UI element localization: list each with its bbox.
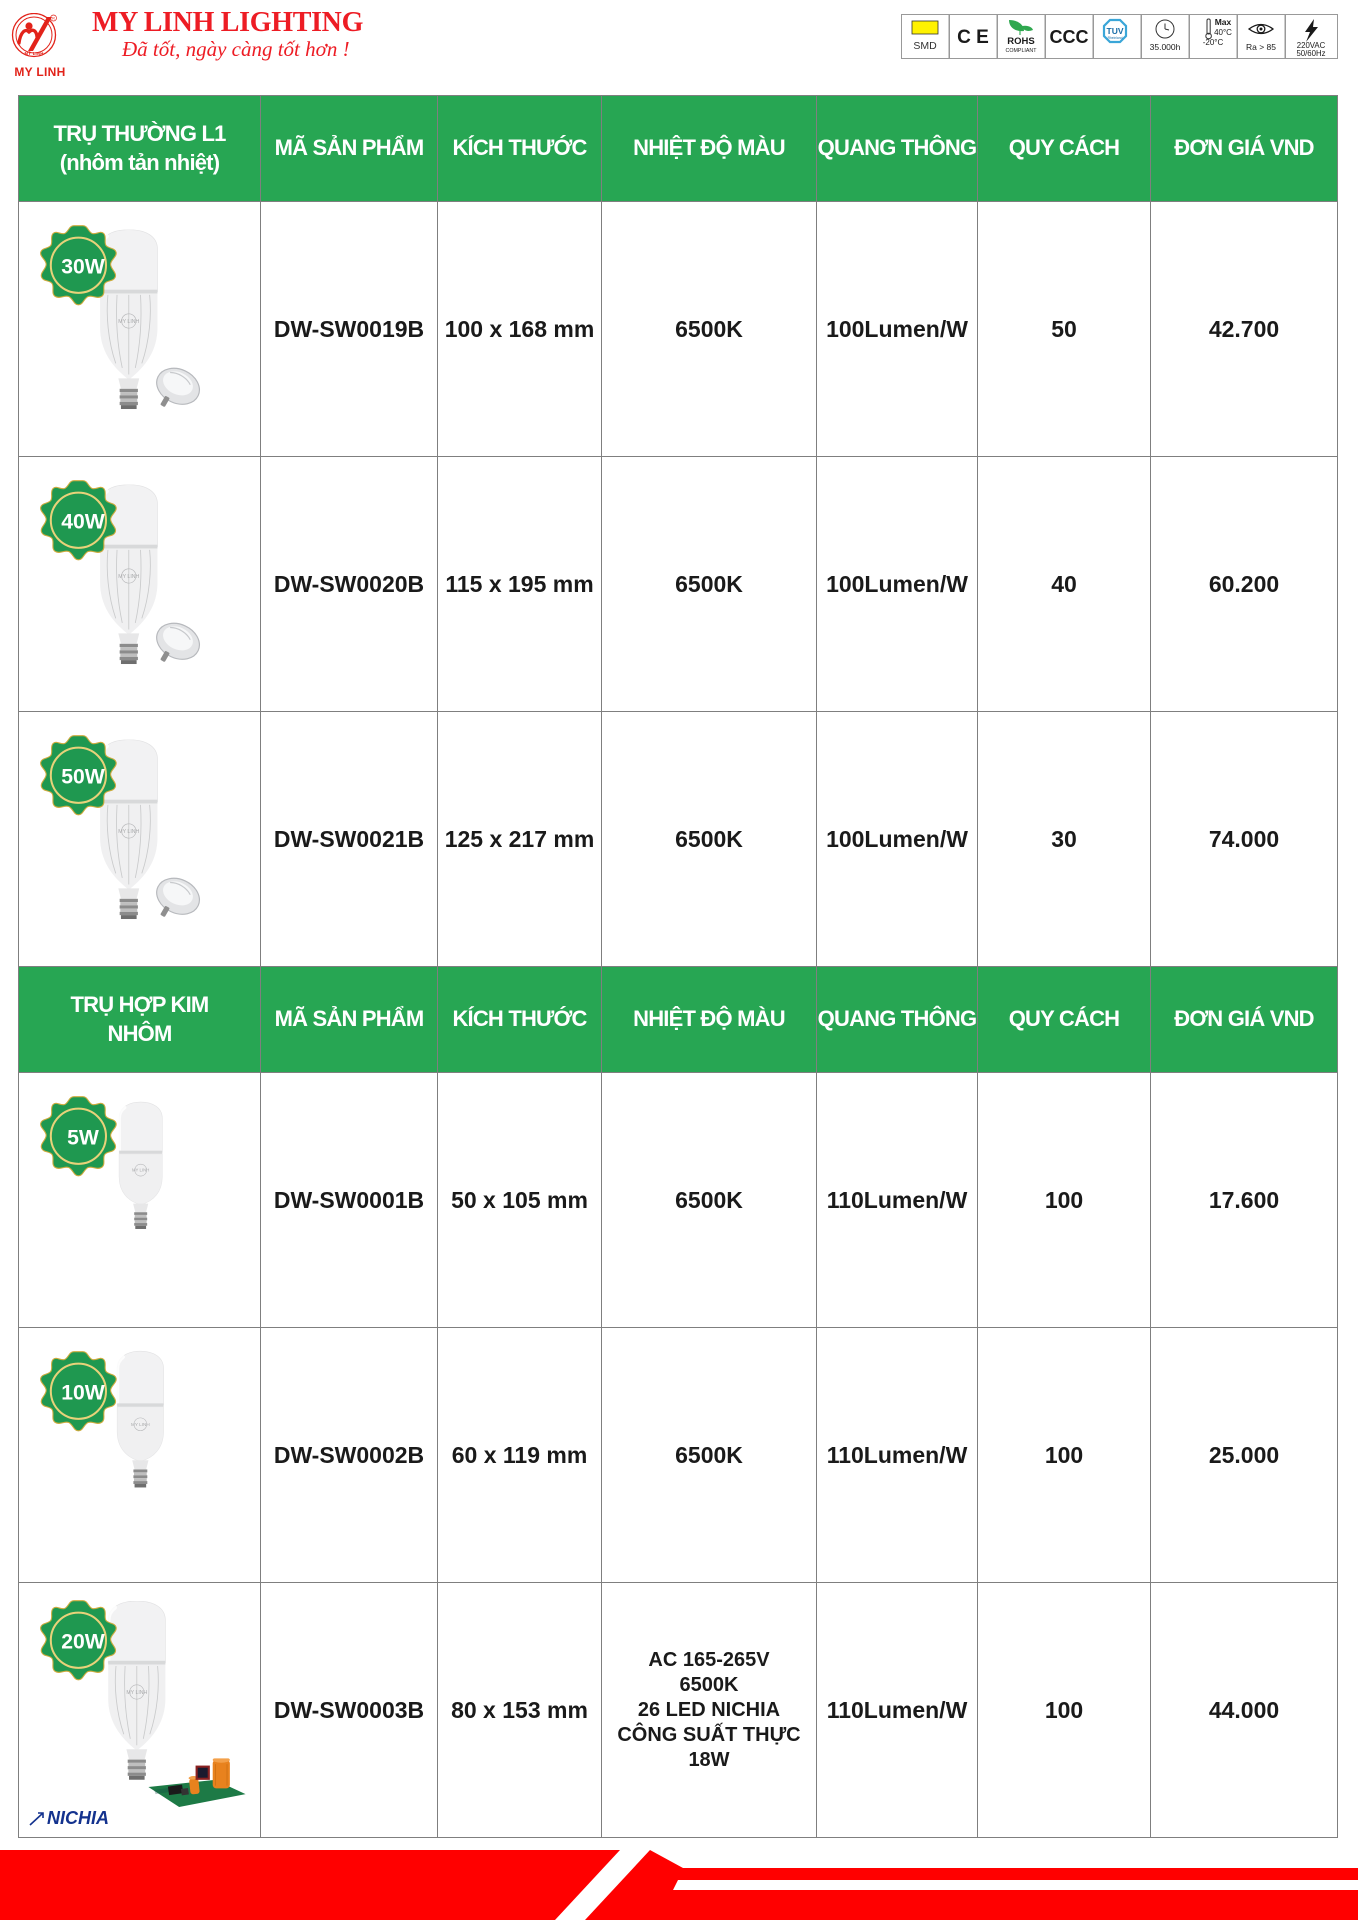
svg-text:50/60Hz: 50/60Hz [1296,49,1325,58]
svg-text:20W: 20W [61,1631,105,1654]
svg-text:ROHS: ROHS [1007,36,1034,47]
svg-text:30W: 30W [61,256,105,279]
svg-text:40°C: 40°C [1214,28,1232,37]
svg-text:40W: 40W [61,511,105,534]
svg-text:-20°C: -20°C [1203,38,1224,47]
svg-text:C E: C E [957,27,989,48]
svg-text:CCC: CCC [1050,27,1089,47]
svg-text:MỸ LINH: MỸ LINH [24,51,43,56]
svg-text:Ra > 85: Ra > 85 [1246,42,1276,52]
svg-text:SMD: SMD [913,40,937,52]
svg-text:R: R [52,17,55,21]
svg-text:COMPLIANT: COMPLIANT [1006,48,1038,54]
svg-text:Rheinland: Rheinland [1108,36,1123,40]
svg-text:35.000h: 35.000h [1150,42,1181,52]
svg-text:50W: 50W [61,766,105,789]
svg-text:TUV: TUV [1107,26,1124,36]
svg-text:10W: 10W [61,1382,105,1405]
svg-text:Max: Max [1215,17,1232,27]
svg-text:5W: 5W [67,1127,99,1150]
